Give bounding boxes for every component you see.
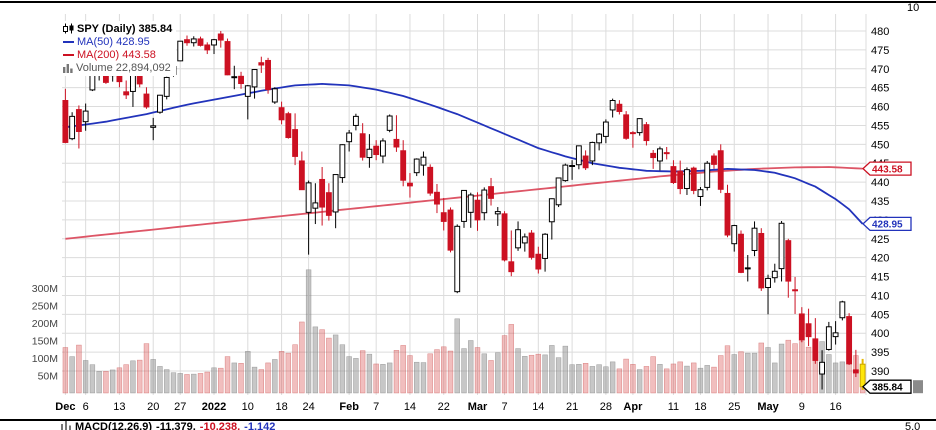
svg-text:450: 450 <box>871 139 889 151</box>
ma50-line <box>65 82 864 225</box>
svg-text:420: 420 <box>871 253 889 265</box>
legend-ma200-row: MA(200) 443.58 <box>63 48 172 61</box>
svg-text:460: 460 <box>871 102 889 114</box>
svg-text:2022: 2022 <box>202 401 226 413</box>
legend-ma50-row: MA(50) 428.95 <box>63 35 172 48</box>
svg-text:415: 415 <box>871 272 889 284</box>
macd-icon <box>61 421 71 430</box>
svg-text:10: 10 <box>242 401 254 413</box>
date-axis-labels: Dec 6 13 20 27 2022 10 18 24 Feb 7 14 22 Mar 7 14 21 28 Ap… <box>55 401 841 413</box>
upper-pane-axis-label: 10 <box>907 2 920 14</box>
ma50-line-swatch <box>63 40 74 43</box>
macd-pane-separator <box>0 419 936 421</box>
svg-text:7: 7 <box>373 401 379 413</box>
ma200-line-swatch <box>63 53 74 56</box>
svg-text:18: 18 <box>694 401 706 413</box>
svg-text:390: 390 <box>871 366 889 378</box>
macd-value: -11.379, <box>156 421 196 430</box>
last-price-tag: 385.84 <box>862 379 923 394</box>
svg-text:435: 435 <box>871 196 889 208</box>
volume-label: Volume 22,894,092 <box>76 61 171 74</box>
ma50-price-tag: 428.95 <box>862 216 912 232</box>
svg-text:428.95: 428.95 <box>872 220 903 231</box>
ma50-label: MA(50) 428.95 <box>77 35 150 48</box>
macd-axis-label: 5.0 <box>905 421 921 430</box>
svg-text:300M: 300M <box>32 283 58 295</box>
ma200-label: MA(200) 443.58 <box>77 48 156 61</box>
svg-text:20: 20 <box>147 401 159 413</box>
svg-text:443.58: 443.58 <box>872 164 903 175</box>
chart-legend: SPY (Daily) 385.84 MA(50) 428.95 MA(200)… <box>61 21 177 76</box>
svg-text:470: 470 <box>871 64 889 76</box>
svg-text:465: 465 <box>871 83 889 95</box>
svg-text:100M: 100M <box>32 353 58 365</box>
svg-text:22: 22 <box>438 401 450 413</box>
svg-text:250M: 250M <box>32 301 58 313</box>
svg-text:50M: 50M <box>38 371 58 383</box>
svg-text:Dec: Dec <box>55 401 75 413</box>
svg-text:13: 13 <box>113 401 125 413</box>
macd-histogram-value: -1.142 <box>244 421 276 430</box>
svg-text:150M: 150M <box>32 336 58 348</box>
volume-bars-icon <box>63 63 73 73</box>
svg-text:14: 14 <box>404 401 416 413</box>
svg-text:9: 9 <box>799 401 805 413</box>
svg-text:400: 400 <box>871 328 889 340</box>
svg-text:Feb: Feb <box>339 401 359 413</box>
upper-pane-separator <box>0 1 936 3</box>
macd-signal-value: -10.238, <box>199 421 241 430</box>
symbol-label: SPY (Daily) 385.84 <box>77 22 173 35</box>
price-tags: 443.58 428.95 385.84 <box>862 161 923 394</box>
svg-text:Mar: Mar <box>468 401 488 413</box>
volume-bars <box>62 269 866 394</box>
svg-text:480: 480 <box>871 26 889 38</box>
svg-text:25: 25 <box>728 401 740 413</box>
svg-text:395: 395 <box>871 347 889 359</box>
candlestick-icon <box>63 23 74 34</box>
svg-text:21: 21 <box>566 401 578 413</box>
svg-text:May: May <box>757 401 779 413</box>
legend-symbol-row: SPY (Daily) 385.84 <box>63 22 172 35</box>
svg-text:425: 425 <box>871 234 889 246</box>
legend-volume-row: Volume 22,894,092 <box>63 61 172 74</box>
svg-text:455: 455 <box>871 120 889 132</box>
svg-text:405: 405 <box>871 309 889 321</box>
svg-text:27: 27 <box>174 401 186 413</box>
svg-text:385.84: 385.84 <box>872 383 903 394</box>
gridlines <box>62 14 867 395</box>
svg-text:440: 440 <box>871 177 889 189</box>
svg-text:410: 410 <box>871 290 889 302</box>
svg-text:14: 14 <box>532 401 544 413</box>
volume-axis-labels: 300M 250M 200M 150M 100M 50M <box>32 283 58 383</box>
macd-legend: MACD(12,26,9) -11.379, -10.238, -1.142 <box>61 421 276 430</box>
svg-text:18: 18 <box>275 401 287 413</box>
svg-text:6: 6 <box>83 401 89 413</box>
price-axis-labels: 4804754704654604554504454404354304254204… <box>871 26 889 378</box>
candles <box>62 31 866 390</box>
macd-label: MACD(12,26,9) <box>75 421 153 430</box>
svg-text:28: 28 <box>600 401 612 413</box>
svg-text:24: 24 <box>302 401 314 413</box>
svg-text:11: 11 <box>668 401 679 413</box>
svg-text:475: 475 <box>871 45 889 57</box>
svg-text:16: 16 <box>829 401 841 413</box>
ma200-price-tag: 443.58 <box>862 161 912 176</box>
svg-text:7: 7 <box>501 401 507 413</box>
svg-text:200M: 200M <box>32 318 58 330</box>
svg-text:Apr: Apr <box>623 401 643 413</box>
